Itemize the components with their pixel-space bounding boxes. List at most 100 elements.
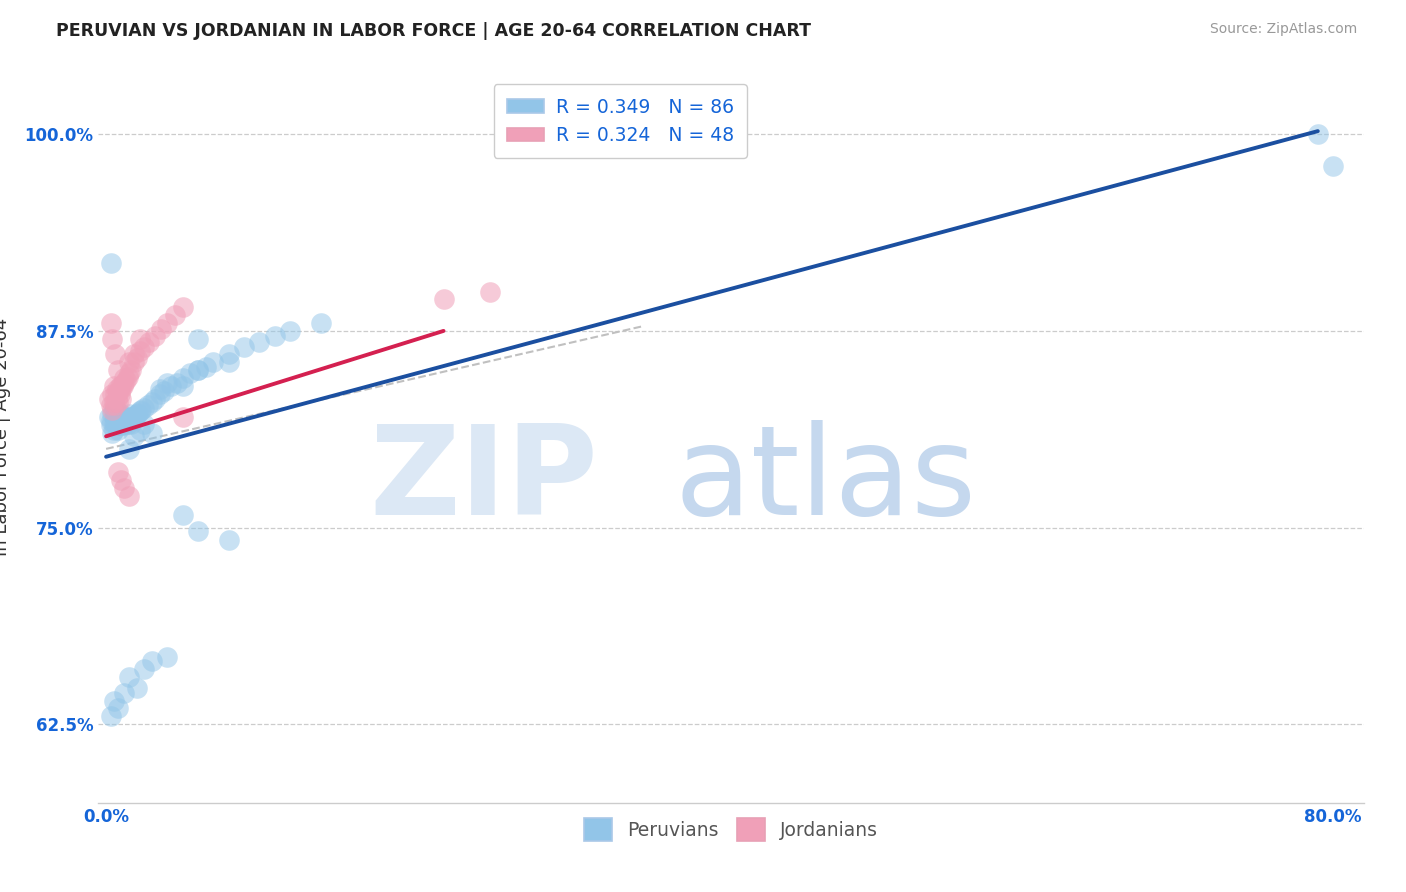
Point	[172, 371, 194, 385]
Point	[118, 407, 141, 421]
Point	[108, 379, 131, 393]
Point	[117, 417, 139, 431]
Point	[120, 417, 142, 431]
Point	[172, 301, 194, 315]
Point	[108, 410, 131, 425]
Y-axis label: In Labor Force | Age 20-64: In Labor Force | Age 20-64	[0, 318, 11, 557]
Point	[187, 332, 209, 346]
Point	[138, 334, 160, 349]
Point	[118, 413, 141, 427]
Point	[478, 285, 501, 299]
Point	[110, 413, 132, 427]
Point	[110, 379, 132, 393]
Point	[134, 417, 156, 431]
Point	[101, 426, 124, 441]
Point	[108, 387, 131, 401]
Point	[121, 412, 143, 426]
Point	[115, 410, 138, 425]
Point	[114, 376, 136, 390]
Point	[105, 418, 128, 433]
Point	[128, 404, 150, 418]
Point	[263, 328, 285, 343]
Point	[105, 392, 128, 406]
Point	[100, 256, 122, 270]
Point	[114, 686, 136, 700]
Point	[100, 418, 122, 433]
Point	[105, 382, 128, 396]
Point	[122, 347, 145, 361]
Point	[114, 418, 136, 433]
Point	[105, 404, 128, 418]
Point	[136, 398, 159, 412]
Point	[156, 376, 179, 390]
Point	[98, 392, 121, 406]
Point	[187, 363, 209, 377]
Point	[218, 355, 240, 369]
Point	[218, 533, 240, 548]
Point	[103, 394, 125, 409]
Point	[134, 662, 156, 676]
Point	[110, 407, 132, 421]
Point	[194, 360, 217, 375]
Point	[118, 442, 141, 456]
Point	[100, 413, 122, 427]
Point	[107, 417, 129, 431]
Point	[103, 402, 125, 417]
Point	[122, 409, 145, 423]
Point	[108, 418, 131, 433]
Point	[107, 423, 129, 437]
Point	[143, 328, 166, 343]
Point	[117, 412, 139, 426]
Point	[107, 466, 129, 480]
Text: PERUVIAN VS JORDANIAN IN LABOR FORCE | AGE 20-64 CORRELATION CHART: PERUVIAN VS JORDANIAN IN LABOR FORCE | A…	[56, 22, 811, 40]
Point	[156, 649, 179, 664]
Point	[100, 709, 122, 723]
Point	[249, 334, 271, 349]
Point	[98, 410, 121, 425]
Point	[100, 316, 122, 330]
Point	[115, 373, 138, 387]
Point	[104, 347, 127, 361]
Point	[117, 369, 139, 384]
Point	[110, 473, 132, 487]
Point	[104, 413, 127, 427]
Point	[432, 293, 454, 307]
Point	[120, 363, 142, 377]
Point	[131, 402, 153, 417]
Point	[104, 406, 127, 420]
Point	[202, 355, 225, 369]
Point	[107, 394, 129, 409]
Point	[218, 347, 240, 361]
Text: ZIP: ZIP	[370, 420, 599, 541]
Point	[111, 410, 134, 425]
Point	[153, 384, 176, 398]
Point	[118, 670, 141, 684]
Point	[101, 402, 124, 417]
Point	[118, 355, 141, 369]
Point	[122, 429, 145, 443]
Point	[110, 382, 132, 396]
Point	[114, 371, 136, 385]
Point	[101, 407, 124, 421]
Point	[159, 379, 181, 393]
Point	[141, 426, 163, 441]
Point	[134, 401, 156, 415]
Point	[114, 413, 136, 427]
Point	[128, 332, 150, 346]
Point	[309, 316, 332, 330]
Text: Source: ZipAtlas.com: Source: ZipAtlas.com	[1209, 22, 1357, 37]
Point	[115, 415, 138, 429]
Point	[128, 423, 150, 437]
Point	[172, 410, 194, 425]
Point	[104, 398, 127, 412]
Point	[172, 508, 194, 522]
Point	[128, 344, 150, 359]
Point	[111, 379, 134, 393]
Point	[100, 398, 122, 412]
Point	[233, 340, 256, 354]
Point	[143, 392, 166, 406]
Text: atlas: atlas	[675, 420, 977, 541]
Point	[187, 363, 209, 377]
Point	[1322, 159, 1344, 173]
Point	[110, 418, 132, 433]
